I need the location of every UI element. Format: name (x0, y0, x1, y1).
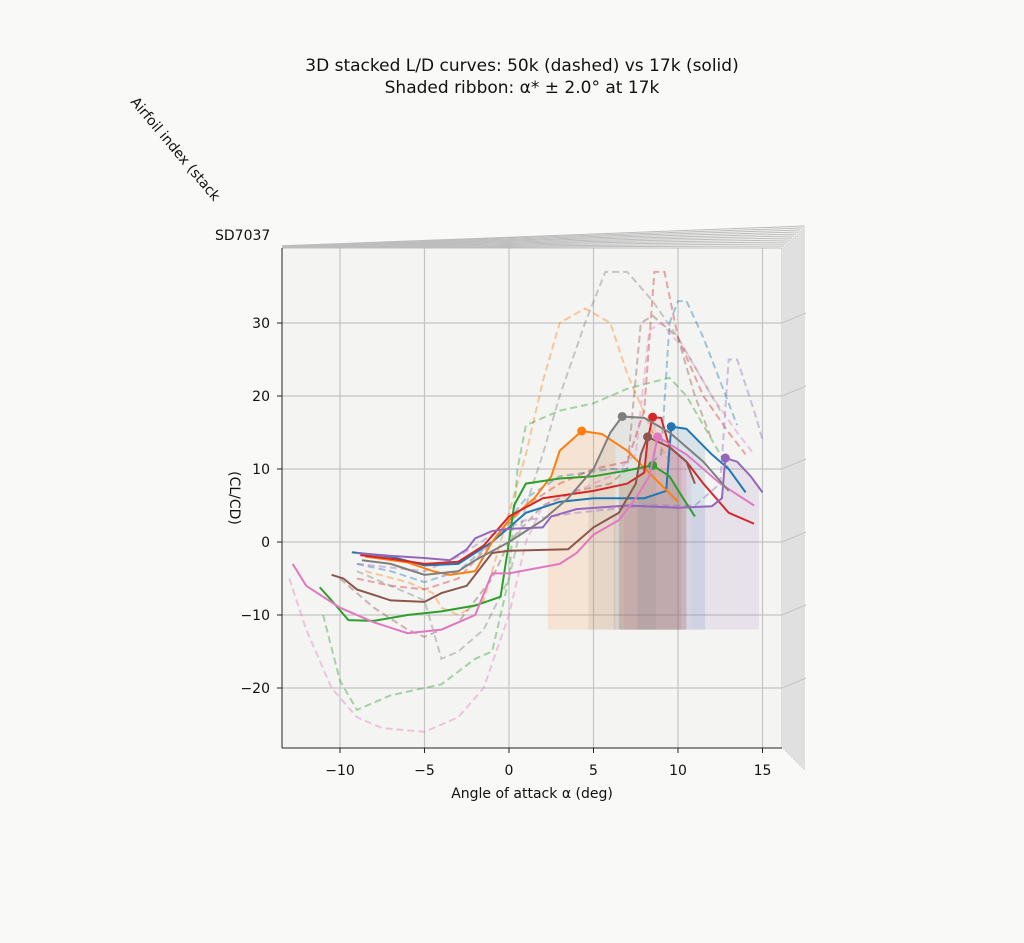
peak-marker-airfoil-5 (720, 453, 730, 463)
ribbon-airfoil-1 (637, 426, 706, 630)
x-tick-label: −10 (325, 763, 355, 779)
solid-line-airfoil-7 (291, 435, 755, 635)
ribbon-airfoil-2 (547, 431, 616, 630)
peak-marker-airfoil-2 (577, 426, 587, 436)
axis-panes (281, 225, 807, 770)
right-pane-grid-line (781, 604, 807, 616)
x-tick-label: 15 (754, 763, 772, 779)
z-axis-label: Airfoil index (stack (127, 94, 224, 205)
dashed-line-airfoil-5 (356, 358, 764, 573)
peak-marker-airfoil-4 (648, 412, 658, 422)
y-tick-label: 30 (252, 316, 270, 332)
y-tick-label: 20 (252, 389, 270, 405)
dashed-line-airfoil-8 (356, 270, 722, 661)
z-tick-label: SD7037 (215, 228, 270, 244)
ribbon-airfoil-5 (691, 458, 760, 630)
dashed-line-airfoil-4 (356, 270, 747, 591)
solid-line-airfoil-1 (351, 425, 747, 567)
solid-line-airfoil-8 (361, 415, 730, 576)
y-tick-label: 0 (261, 535, 270, 551)
dashed-line-airfoil-1 (356, 300, 739, 584)
dashed-line-airfoil-7 (288, 321, 755, 733)
x-tick-label: 5 (589, 763, 598, 779)
x-tick-label: −5 (414, 763, 435, 779)
right-pane-grid-line (781, 385, 807, 397)
peak-marker-airfoil-6 (643, 432, 653, 442)
back-pane (282, 248, 782, 748)
x-axis-label: Angle of attack α (deg) (451, 786, 613, 802)
peak-marker-airfoil-8 (617, 411, 627, 421)
x-tick-label: 10 (669, 763, 687, 779)
z-grid-line-top (281, 225, 805, 247)
peak-marker-airfoil-7 (653, 432, 663, 442)
dashed-line-airfoil-2 (365, 307, 671, 617)
y-tick-label: −10 (240, 608, 270, 624)
ribbon-airfoil-4 (618, 417, 687, 630)
series-lines (288, 270, 764, 733)
right-pane-grid-line (781, 677, 807, 689)
dashed-line-airfoil-3 (322, 376, 730, 712)
axis-ticks: −10 −5 0 5 10 15 30 20 10 0 −10 −20 (240, 316, 771, 779)
right-pane-grid-line (781, 531, 807, 543)
x-tick-label: 0 (505, 763, 514, 779)
y-axis-label: (CL/CD) (226, 471, 242, 525)
right-pane-grid-line (781, 312, 807, 324)
y-tick-label: −20 (240, 681, 270, 697)
chart-subtitle: Shaded ribbon: α* ± 2.0° at 17k (384, 78, 660, 98)
peak-marker-airfoil-1 (666, 422, 676, 432)
chart-title: 3D stacked L/D curves: 50k (dashed) vs 1… (305, 56, 739, 76)
y-tick-label: 10 (252, 462, 270, 478)
ribbon-airfoil-6 (613, 436, 682, 630)
right-pane-grid-line (781, 458, 807, 470)
